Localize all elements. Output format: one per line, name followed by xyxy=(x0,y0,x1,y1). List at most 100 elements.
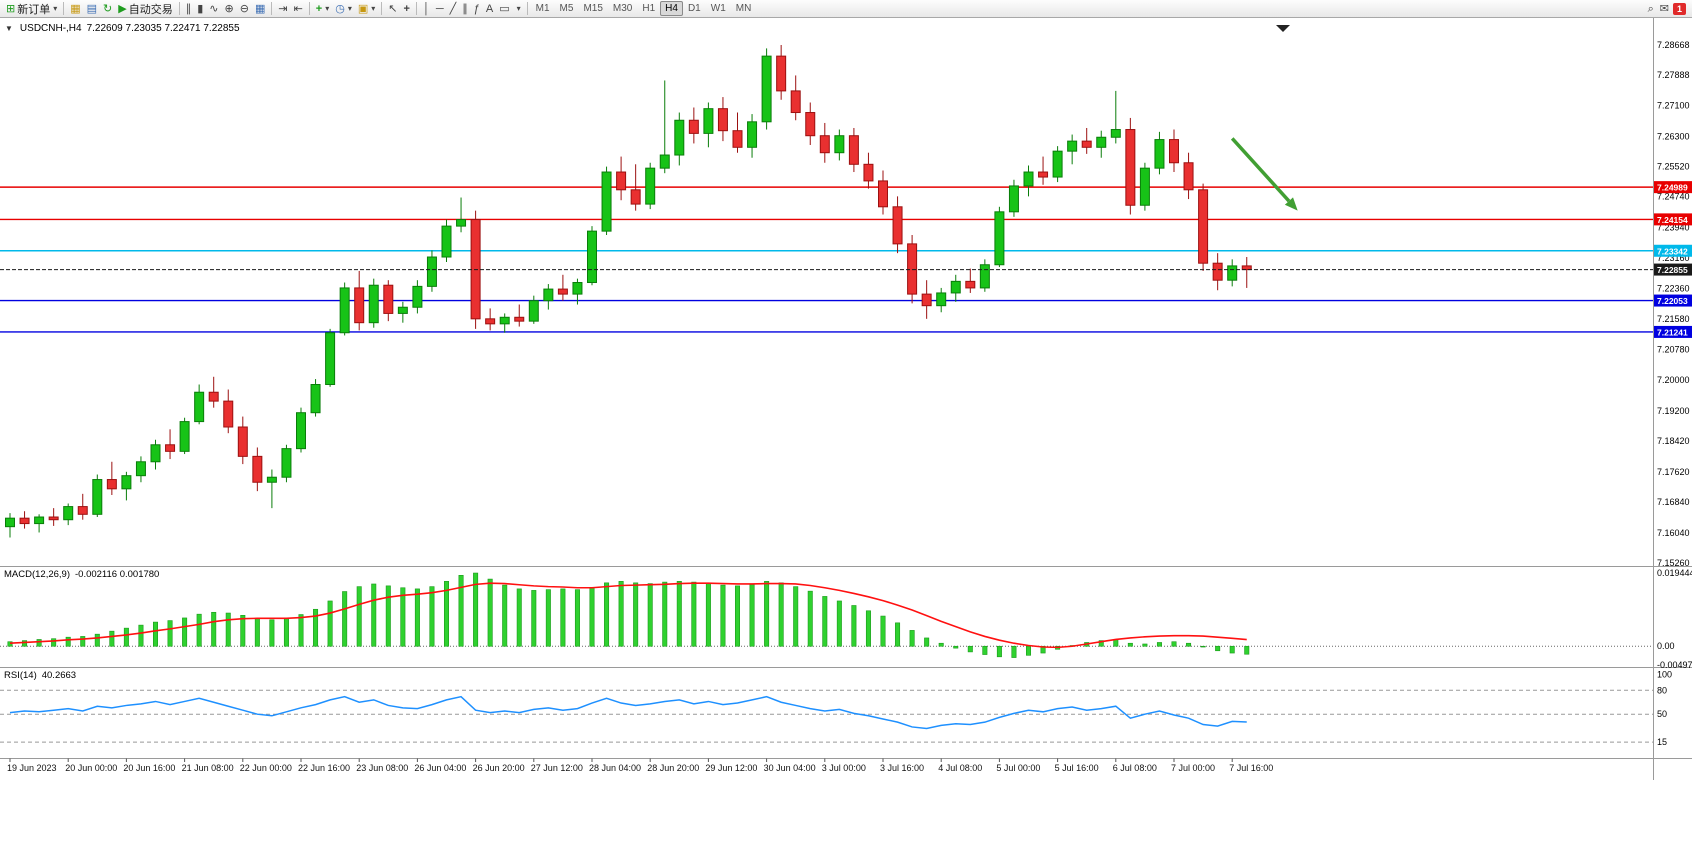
svg-text:7.22360: 7.22360 xyxy=(1657,284,1690,294)
rsi-label: RSI(14) 40.2663 xyxy=(4,670,76,681)
label-tool-button[interactable]: ▭ xyxy=(496,1,512,17)
templates-button[interactable]: ▣ ▾ xyxy=(355,1,378,17)
zoom-out-button[interactable]: ⊖ xyxy=(237,1,252,17)
macd-label: MACD(12,26,9) -0.002116 0.001780 xyxy=(4,569,159,580)
zoom-in-button[interactable]: ⊕ xyxy=(222,1,237,17)
vertical-line-tool-button[interactable]: │ xyxy=(420,1,433,17)
chart-shift-button[interactable]: ⇤ xyxy=(291,1,306,17)
svg-text:7.23160: 7.23160 xyxy=(1657,253,1690,263)
svg-text:7.16040: 7.16040 xyxy=(1657,528,1690,538)
search-icon: ⌕ xyxy=(1647,2,1654,15)
candlestick-chart-button[interactable]: ▮ xyxy=(194,1,206,17)
channel-icon: ∥ xyxy=(462,2,468,15)
svg-text:7.23940: 7.23940 xyxy=(1657,223,1690,233)
vertical-line-icon: │ xyxy=(422,2,430,15)
svg-text:6 Jul 08:00: 6 Jul 08:00 xyxy=(1113,763,1157,773)
shapes-tool-button[interactable]: ▾ xyxy=(513,1,524,17)
svg-text:80: 80 xyxy=(1657,685,1667,695)
timeframe-button-m30[interactable]: M30 xyxy=(612,3,633,14)
main-toolbar: ⊞ 新订单 ▾ ▦ ▤ ↻ ▶ 自动交易 ∥ ▮ ∿ ⊕ ⊖ ▦ ⇥ ⇤ + ▾… xyxy=(0,0,1692,18)
toolbar-separator xyxy=(178,2,180,15)
tile-windows-button[interactable]: ▦ xyxy=(252,1,268,17)
template-icon: ▣ xyxy=(357,2,369,15)
timeframe-button-mn[interactable]: MN xyxy=(735,3,752,14)
svg-text:7 Jul 16:00: 7 Jul 16:00 xyxy=(1229,763,1273,773)
svg-text:26 Jun 04:00: 26 Jun 04:00 xyxy=(414,763,466,773)
auto-trading-button[interactable]: ▶ 自动交易 xyxy=(115,1,175,17)
svg-text:7.17620: 7.17620 xyxy=(1657,467,1690,477)
toolbar-separator xyxy=(381,2,383,15)
candlestick-chart-icon: ▮ xyxy=(197,2,204,15)
chevron-down-icon: ▾ xyxy=(53,4,58,13)
bar-chart-button[interactable]: ∥ xyxy=(183,1,195,17)
timeframe-button-h4[interactable]: H4 xyxy=(660,1,683,16)
timeframe-button-m1[interactable]: M1 xyxy=(535,3,550,14)
svg-text:7.27888: 7.27888 xyxy=(1657,70,1690,80)
fibonacci-icon: ƒ xyxy=(473,2,480,15)
svg-text:7 Jul 00:00: 7 Jul 00:00 xyxy=(1171,763,1215,773)
svg-text:29 Jun 12:00: 29 Jun 12:00 xyxy=(705,763,757,773)
text-tool-button[interactable]: A xyxy=(483,1,496,17)
timeframe-button-d1[interactable]: D1 xyxy=(687,3,701,14)
svg-text:7.24989: 7.24989 xyxy=(1657,183,1688,193)
new-order-icon: ⊞ xyxy=(6,2,16,15)
svg-text:19 Jun 2023: 19 Jun 2023 xyxy=(7,763,57,773)
svg-text:30 Jun 04:00: 30 Jun 04:00 xyxy=(764,763,816,773)
svg-text:0.019444: 0.019444 xyxy=(1657,568,1692,578)
svg-text:20 Jun 00:00: 20 Jun 00:00 xyxy=(65,763,117,773)
refresh-button[interactable]: ↻ xyxy=(100,1,115,17)
svg-text:7.16840: 7.16840 xyxy=(1657,497,1690,507)
svg-text:7.24154: 7.24154 xyxy=(1657,215,1688,225)
chevron-down-icon: ▾ xyxy=(371,4,376,13)
fibonacci-tool-button[interactable]: ƒ xyxy=(471,1,483,17)
svg-text:28 Jun 04:00: 28 Jun 04:00 xyxy=(589,763,641,773)
profiles-button[interactable]: ▤ xyxy=(84,1,100,17)
toolbar-separator xyxy=(63,2,65,15)
svg-text:4 Jul 08:00: 4 Jul 08:00 xyxy=(938,763,982,773)
svg-text:7.28668: 7.28668 xyxy=(1657,40,1690,50)
indicators-button[interactable]: + ▾ xyxy=(313,1,332,17)
new-order-button[interactable]: ⊞ 新订单 ▾ xyxy=(3,1,60,17)
timeframe-button-m15[interactable]: M15 xyxy=(583,3,603,14)
chart-title-row: ▼ USDCNH-,H4 7.22609 7.23035 7.22471 7.2… xyxy=(5,23,240,34)
rsi-title: RSI(14) xyxy=(4,670,37,681)
svg-text:3 Jul 16:00: 3 Jul 16:00 xyxy=(880,763,924,773)
timeframe-button-h1[interactable]: H1 xyxy=(642,3,656,14)
auto-scroll-button[interactable]: ⇥ xyxy=(275,1,290,17)
channel-tool-button[interactable]: ∥ xyxy=(459,1,471,17)
svg-text:27 Jun 12:00: 27 Jun 12:00 xyxy=(531,763,583,773)
timeframe-button-m5[interactable]: M5 xyxy=(559,3,574,14)
svg-text:7.20780: 7.20780 xyxy=(1657,345,1690,355)
chevron-down-icon: ▾ xyxy=(325,4,330,13)
line-chart-button[interactable]: ∿ xyxy=(206,1,221,17)
crosshair-icon: + xyxy=(403,2,410,15)
charts-button[interactable]: ▦ xyxy=(67,1,83,17)
svg-text:7.27100: 7.27100 xyxy=(1657,101,1690,111)
trendline-tool-button[interactable]: ╱ xyxy=(447,1,460,17)
rsi-value: 40.2663 xyxy=(41,670,77,681)
search-button[interactable]: ⌕ xyxy=(1645,1,1657,17)
crosshair-tool-button[interactable]: + xyxy=(401,1,413,17)
chevron-down-icon: ▾ xyxy=(516,4,521,13)
svg-text:7.15260: 7.15260 xyxy=(1657,558,1690,568)
new-order-label: 新订单 xyxy=(17,3,51,16)
toolbar-separator xyxy=(526,2,528,15)
chart-canvas[interactable]: 7.28668 7.27888 7.27100 7.26300 7.25520 7.247… xyxy=(0,18,1692,845)
chevron-down-icon: ▾ xyxy=(347,4,352,13)
trendline-icon: ╱ xyxy=(449,2,457,15)
timeframe-button-w1[interactable]: W1 xyxy=(710,3,726,14)
svg-text:50: 50 xyxy=(1657,709,1667,719)
zoom-in-icon: ⊕ xyxy=(224,2,234,15)
svg-text:20 Jun 16:00: 20 Jun 16:00 xyxy=(123,763,175,773)
collapse-panel-icon[interactable]: ▼ xyxy=(5,24,13,33)
ohlc-values: 7.22609 7.23035 7.22471 7.22855 xyxy=(86,23,240,34)
svg-text:7.22855: 7.22855 xyxy=(1657,265,1688,275)
macd-values: -0.002116 0.001780 xyxy=(75,569,160,580)
periods-button[interactable]: ◷ ▾ xyxy=(332,1,355,17)
cursor-tool-button[interactable]: ↖ xyxy=(385,1,400,17)
horizontal-line-tool-button[interactable]: ─ xyxy=(433,1,447,17)
notifications-button[interactable]: ✉ 1 xyxy=(1657,1,1689,17)
auto-scroll-icon: ⇥ xyxy=(278,2,288,15)
svg-text:7.25520: 7.25520 xyxy=(1657,162,1690,172)
svg-text:7.19200: 7.19200 xyxy=(1657,406,1690,416)
